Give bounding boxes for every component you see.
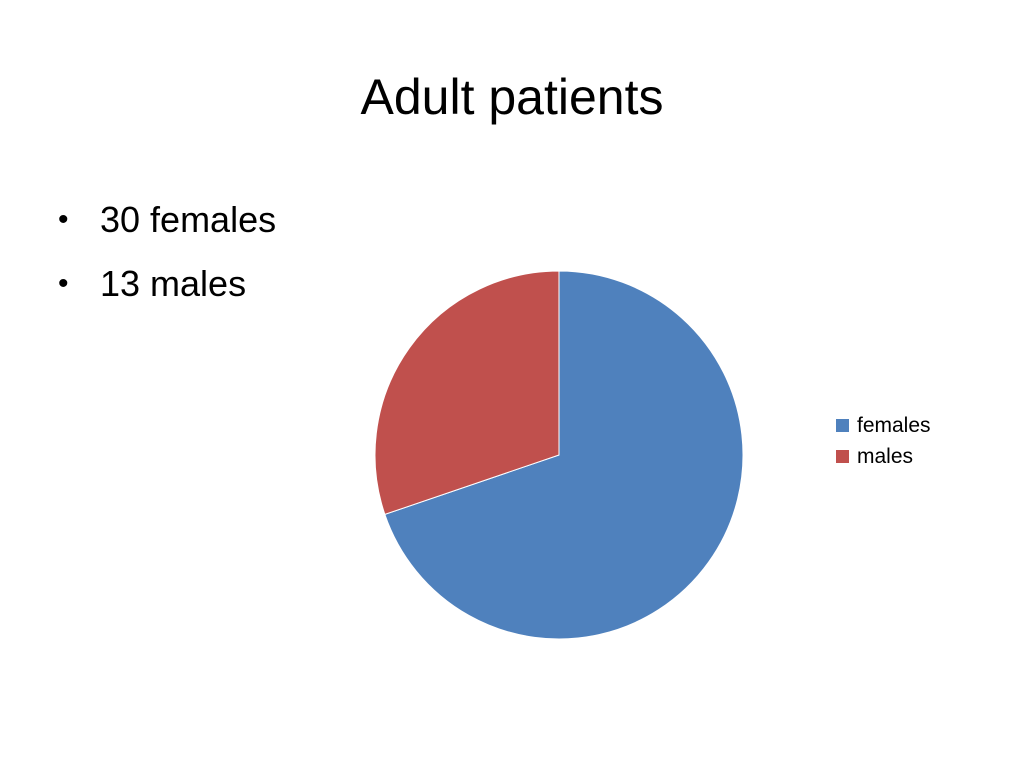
legend-item-males: males — [836, 441, 931, 472]
pie-slices — [374, 270, 744, 640]
bullet-item: • 30 females — [58, 188, 276, 252]
bullet-icon: • — [58, 203, 69, 236]
bullet-item: • 13 males — [58, 252, 276, 316]
bullet-text: 13 males — [100, 263, 247, 304]
legend-swatch-females — [836, 419, 849, 432]
legend-label-females: females — [857, 413, 931, 437]
pie-slice-females — [384, 270, 744, 640]
slide-title: Adult patients — [360, 69, 664, 125]
bullet-icon: • — [58, 267, 69, 300]
bullet-text: 30 females — [100, 199, 277, 240]
chart-legend: females males — [836, 410, 931, 472]
legend-item-females: females — [836, 410, 931, 441]
legend-label-males: males — [857, 444, 914, 468]
bullet-list: • 30 females • 13 males — [58, 188, 276, 316]
pie-slice-males — [374, 270, 560, 516]
legend-swatch-males — [836, 450, 849, 463]
